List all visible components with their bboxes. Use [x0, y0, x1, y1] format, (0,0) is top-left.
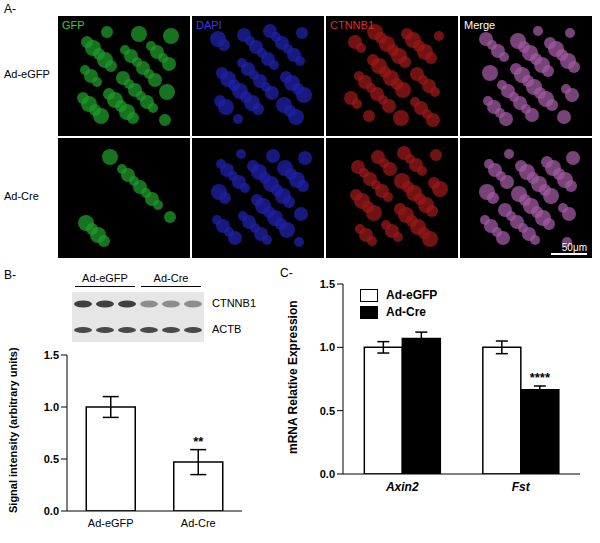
- svg-text:Ad-eGFP: Ad-eGFP: [88, 517, 134, 529]
- svg-text:0.5: 0.5: [320, 405, 335, 417]
- html-text:50μm: 50μm: [561, 242, 587, 253]
- html-text:Ad-Cre: Ad-Cre: [153, 272, 189, 284]
- svg-text:0.0: 0.0: [44, 505, 59, 517]
- svg-text:Fst: Fst: [512, 480, 531, 494]
- html-text:Ad-eGFP: Ad-eGFP: [82, 272, 128, 284]
- svg-text:**: **: [193, 434, 204, 449]
- svg-text:mRNA Relative Expression: mRNA Relative Expression: [286, 300, 300, 454]
- svg-text:1.0: 1.0: [44, 401, 59, 413]
- svg-text:1.0: 1.0: [320, 341, 335, 353]
- svg-text:0.0: 0.0: [320, 468, 335, 480]
- html-text:DAPI: DAPI: [196, 19, 222, 31]
- html-text:B-: B-: [4, 268, 16, 282]
- html-text:CTNNB1: CTNNB1: [212, 297, 256, 309]
- html-text:A-: A-: [4, 2, 16, 16]
- svg-text:0.5: 0.5: [44, 453, 59, 465]
- html-text:Ad-Cre: Ad-Cre: [4, 190, 39, 202]
- html-text:C-: C-: [280, 266, 293, 280]
- svg-text:Signal intensity (arbitrary un: Signal intensity (arbitrary units): [7, 347, 19, 513]
- html-text:Ad-Cre: Ad-Cre: [386, 305, 426, 319]
- html-text:Ad-eGFP: Ad-eGFP: [4, 68, 50, 80]
- html-text:Ad-eGFP: Ad-eGFP: [386, 288, 438, 302]
- html-text:GFP: GFP: [62, 19, 85, 31]
- html-text:Merge: Merge: [464, 19, 496, 31]
- html-text:CTNNB1: CTNNB1: [330, 19, 374, 31]
- svg-text:1.5: 1.5: [320, 278, 335, 290]
- svg-text:****: ****: [530, 370, 551, 385]
- svg-text:1.5: 1.5: [44, 349, 59, 361]
- svg-text:Ad-Cre: Ad-Cre: [181, 517, 216, 529]
- svg-text:Axin2: Axin2: [385, 480, 419, 494]
- html-text:ACTB: ACTB: [212, 323, 242, 335]
